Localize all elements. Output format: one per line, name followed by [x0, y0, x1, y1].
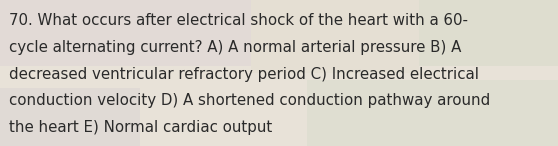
FancyBboxPatch shape — [307, 80, 558, 146]
FancyBboxPatch shape — [251, 0, 418, 73]
Text: the heart E) Normal cardiac output: the heart E) Normal cardiac output — [9, 120, 272, 135]
Text: cycle alternating current? A) A normal arterial pressure B) A: cycle alternating current? A) A normal a… — [9, 40, 461, 55]
Text: decreased ventricular refractory period C) Increased electrical: decreased ventricular refractory period … — [9, 67, 479, 82]
Text: 70. What occurs after electrical shock of the heart with a 60-: 70. What occurs after electrical shock o… — [9, 13, 468, 28]
FancyBboxPatch shape — [0, 88, 140, 146]
Text: conduction velocity D) A shortened conduction pathway around: conduction velocity D) A shortened condu… — [9, 93, 490, 108]
FancyBboxPatch shape — [0, 0, 251, 66]
FancyBboxPatch shape — [418, 0, 558, 66]
